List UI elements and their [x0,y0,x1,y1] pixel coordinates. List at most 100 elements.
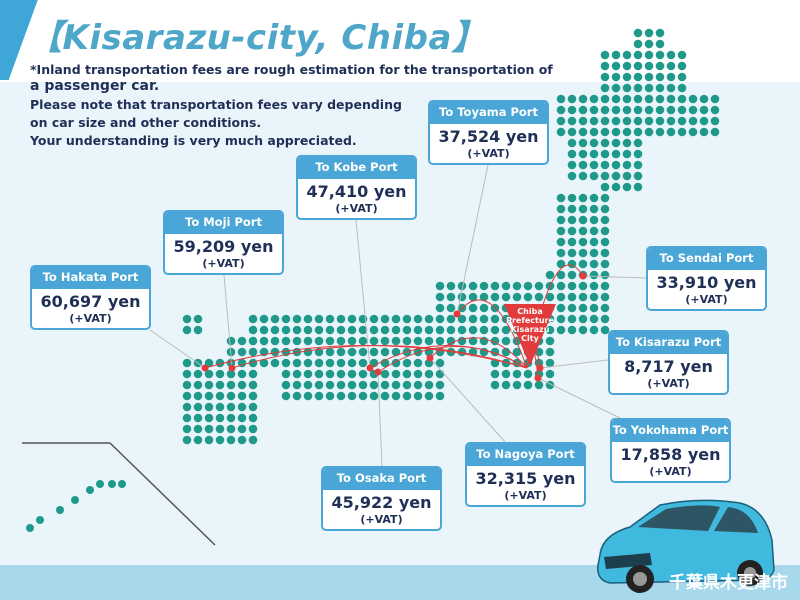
map-dot [567,292,577,302]
map-dot [589,215,599,225]
port-marker [579,272,587,280]
map-dot [204,369,214,379]
map-dot [215,369,225,379]
map-dot [611,138,621,148]
port-price: 60,697 yen [40,292,141,311]
map-dot [215,391,225,401]
origin-label: Prefecture [506,316,554,325]
map-dot [325,325,335,335]
map-dot [655,50,665,60]
map-dot [688,116,698,126]
map-dot [314,391,324,401]
map-dot [303,336,313,346]
vat-note: (+VAT) [685,293,728,306]
map-dot [347,314,357,324]
map-dot [490,281,500,291]
map-dot [215,413,225,423]
map-dot [336,336,346,346]
map-dot [204,424,214,434]
map-dot [435,325,445,335]
map-dot [644,116,654,126]
map-dot [402,391,412,401]
map-dot [248,336,258,346]
map-dot [226,424,236,434]
map-dot [666,105,676,115]
leader-line [456,164,489,315]
map-dot [622,94,632,104]
map-dot [611,50,621,60]
map-dot [578,226,588,236]
map-dot [622,83,632,93]
map-dot [677,72,687,82]
map-dot [578,193,588,203]
port-card-yokohama: To Yokohama Port 17,858 yen (+VAT) [610,418,731,483]
map-dot [281,369,291,379]
map-dot [534,292,544,302]
map-dot [193,413,203,423]
map-dot [578,314,588,324]
port-marker [426,354,434,362]
map-dot [644,72,654,82]
map-dot [182,314,192,324]
map-dot [446,314,456,324]
map-dot [589,171,599,181]
map-dot [578,248,588,258]
map-dot [303,314,313,324]
map-dot [435,369,445,379]
map-dot [545,336,555,346]
map-dot [292,314,302,324]
map-dot [314,314,324,324]
map-dot [622,61,632,71]
map-dot [336,380,346,390]
page-title: 【Kisarazu-city, Chiba】 [28,18,487,58]
map-dot [600,325,610,335]
map-dot [556,226,566,236]
map-dot [446,336,456,346]
map-dot [534,281,544,291]
port-card-kisarazu: To Kisarazu Port 8,717 yen (+VAT) [608,330,729,395]
map-dot [435,336,445,346]
map-dot [182,369,192,379]
route-arc [377,345,528,373]
map-dot [303,369,313,379]
map-dot [501,336,511,346]
map-dot [237,413,247,423]
map-dot [248,391,258,401]
map-dot [402,314,412,324]
map-dot [479,292,489,302]
map-dot [523,292,533,302]
map-dot [358,391,368,401]
origin-label: City [521,334,539,343]
map-dot [622,105,632,115]
port-price: 59,209 yen [173,237,274,256]
map-dot [446,281,456,291]
map-dot [600,281,610,291]
map-dot [501,314,511,324]
map-dot [435,303,445,313]
map-dot [644,127,654,137]
map-dot [611,182,621,192]
map-dot [567,270,577,280]
map-dot [611,116,621,126]
map-dot [292,369,302,379]
map-dot [457,336,467,346]
vat-note: (+VAT) [360,513,403,526]
port-card-nagoya: To Nagoya Port 32,315 yen (+VAT) [465,442,586,507]
map-dot [556,204,566,214]
map-dot [710,127,720,137]
origin-label: Kisarazu [511,325,550,334]
map-dot [402,380,412,390]
map-dot [336,369,346,379]
map-dot [633,149,643,159]
map-dot [677,94,687,104]
map-dot [369,347,379,357]
map-dot [622,149,632,159]
map-dot [556,325,566,335]
map-dot [468,314,478,324]
map-dot [391,325,401,335]
map-dot [523,281,533,291]
port-card-hakata: To Hakata Port 60,697 yen (+VAT) [30,265,151,330]
map-dot [501,292,511,302]
map-dot [611,127,621,137]
map-dot [622,160,632,170]
